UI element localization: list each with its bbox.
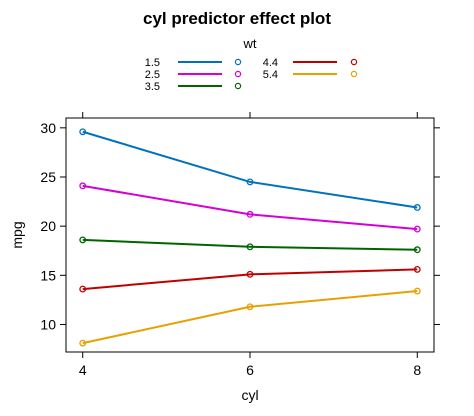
legend-label: 4.4 [263,57,278,69]
y-tick-label: 25 [40,169,56,185]
legend-marker [350,70,358,78]
legend-label: 2.5 [145,69,160,81]
legend-marker [234,82,242,90]
legend-marker [234,58,242,66]
data-point [413,265,421,273]
y-tick-label: 20 [40,218,56,234]
legend: wt 1.52.53.5 4.45.4 [145,36,358,93]
chart-title: cyl predictor effect plot [143,9,331,28]
x-tick-label: 4 [79,362,87,378]
legend-title: wt [243,36,257,51]
data-point [79,182,87,190]
legend-label: 5.4 [263,69,278,81]
data-point [79,285,87,293]
series-line-2.5 [82,184,418,231]
series-line-4.4 [82,268,418,291]
y-axis-label: mpg [9,221,25,248]
data-point [246,210,254,218]
series-line-1.5 [82,130,418,209]
data-point [79,236,87,244]
x-tick-label: 6 [246,362,254,378]
y-tick-label: 15 [40,267,56,283]
data-point [413,204,421,211]
data-point [413,287,421,295]
data-point [413,246,421,254]
plot-frame [65,117,435,353]
x-axis-label: cyl [241,387,258,403]
data-point [246,303,254,311]
data-point [79,339,87,347]
y-tick-label: 10 [40,316,56,332]
y-tick-label: 30 [40,120,56,136]
data-point [246,270,254,278]
legend-marker [234,70,242,78]
series-line-3.5 [82,238,418,251]
series-line-5.4 [82,290,418,345]
legend-label: 1.5 [145,57,160,69]
x-tick-label: 8 [413,362,421,378]
data-point [246,178,254,186]
data-point [246,243,254,251]
legend-label: 3.5 [145,81,160,93]
data-point [79,128,87,136]
legend-marker [350,58,358,66]
data-point [413,225,421,233]
